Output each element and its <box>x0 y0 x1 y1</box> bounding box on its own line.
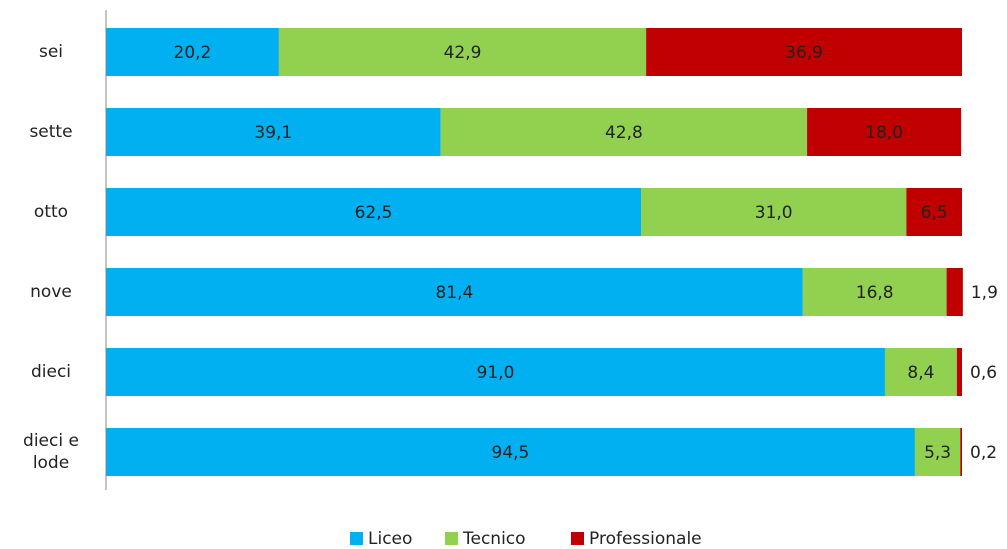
data-label: 6,5 <box>921 203 948 223</box>
y-tick-label: dieci e lode <box>23 431 79 473</box>
bar-segment <box>646 28 962 76</box>
bar-segment <box>807 108 962 156</box>
bar-segment <box>106 348 885 396</box>
data-label: 0,2 <box>970 443 997 463</box>
bar-segment <box>106 188 641 236</box>
bar-segment <box>906 188 962 236</box>
data-label: 42,8 <box>605 123 643 143</box>
y-tick-label: sette <box>29 122 73 142</box>
bar-segment <box>884 348 957 396</box>
legend-swatch <box>445 532 458 545</box>
bar-segment <box>946 268 963 316</box>
bar-segment <box>802 268 947 316</box>
y-tick-label: nove <box>30 282 72 302</box>
data-label: 18,0 <box>865 123 903 143</box>
data-label: 91,0 <box>477 363 515 383</box>
bar-segment <box>278 28 647 76</box>
data-label: 8,4 <box>907 363 934 383</box>
legend-label: Professionale <box>589 529 702 549</box>
data-label: 0,6 <box>970 363 997 383</box>
bar-segment <box>956 348 962 396</box>
legend-swatch <box>571 532 584 545</box>
y-tick-label: sei <box>38 42 64 62</box>
data-label: 1,9 <box>971 283 998 303</box>
bar-segment <box>641 188 907 236</box>
bar-segment <box>440 108 808 156</box>
legend-label: Tecnico <box>462 529 526 549</box>
legend-swatch <box>350 532 363 545</box>
data-label: 81,4 <box>435 283 473 303</box>
bar-segment <box>960 428 962 476</box>
legend-label: Liceo <box>368 529 412 549</box>
bar-segment <box>106 28 279 76</box>
data-label: 36,9 <box>785 43 823 63</box>
data-label: 5,3 <box>924 443 951 463</box>
bar-segment <box>106 108 441 156</box>
data-label: 16,8 <box>856 283 894 303</box>
y-tick-label: otto <box>33 202 69 222</box>
bar-segment <box>914 428 961 476</box>
bar-segment <box>106 268 803 316</box>
data-label: 39,1 <box>254 123 292 143</box>
data-label: 62,5 <box>355 203 393 223</box>
data-label: 42,9 <box>444 43 482 63</box>
bar-segment <box>106 428 915 476</box>
data-label: 94,5 <box>492 443 530 463</box>
data-label: 20,2 <box>174 43 212 63</box>
data-label: 31,0 <box>755 203 793 223</box>
y-tick-label: dieci <box>30 362 72 382</box>
